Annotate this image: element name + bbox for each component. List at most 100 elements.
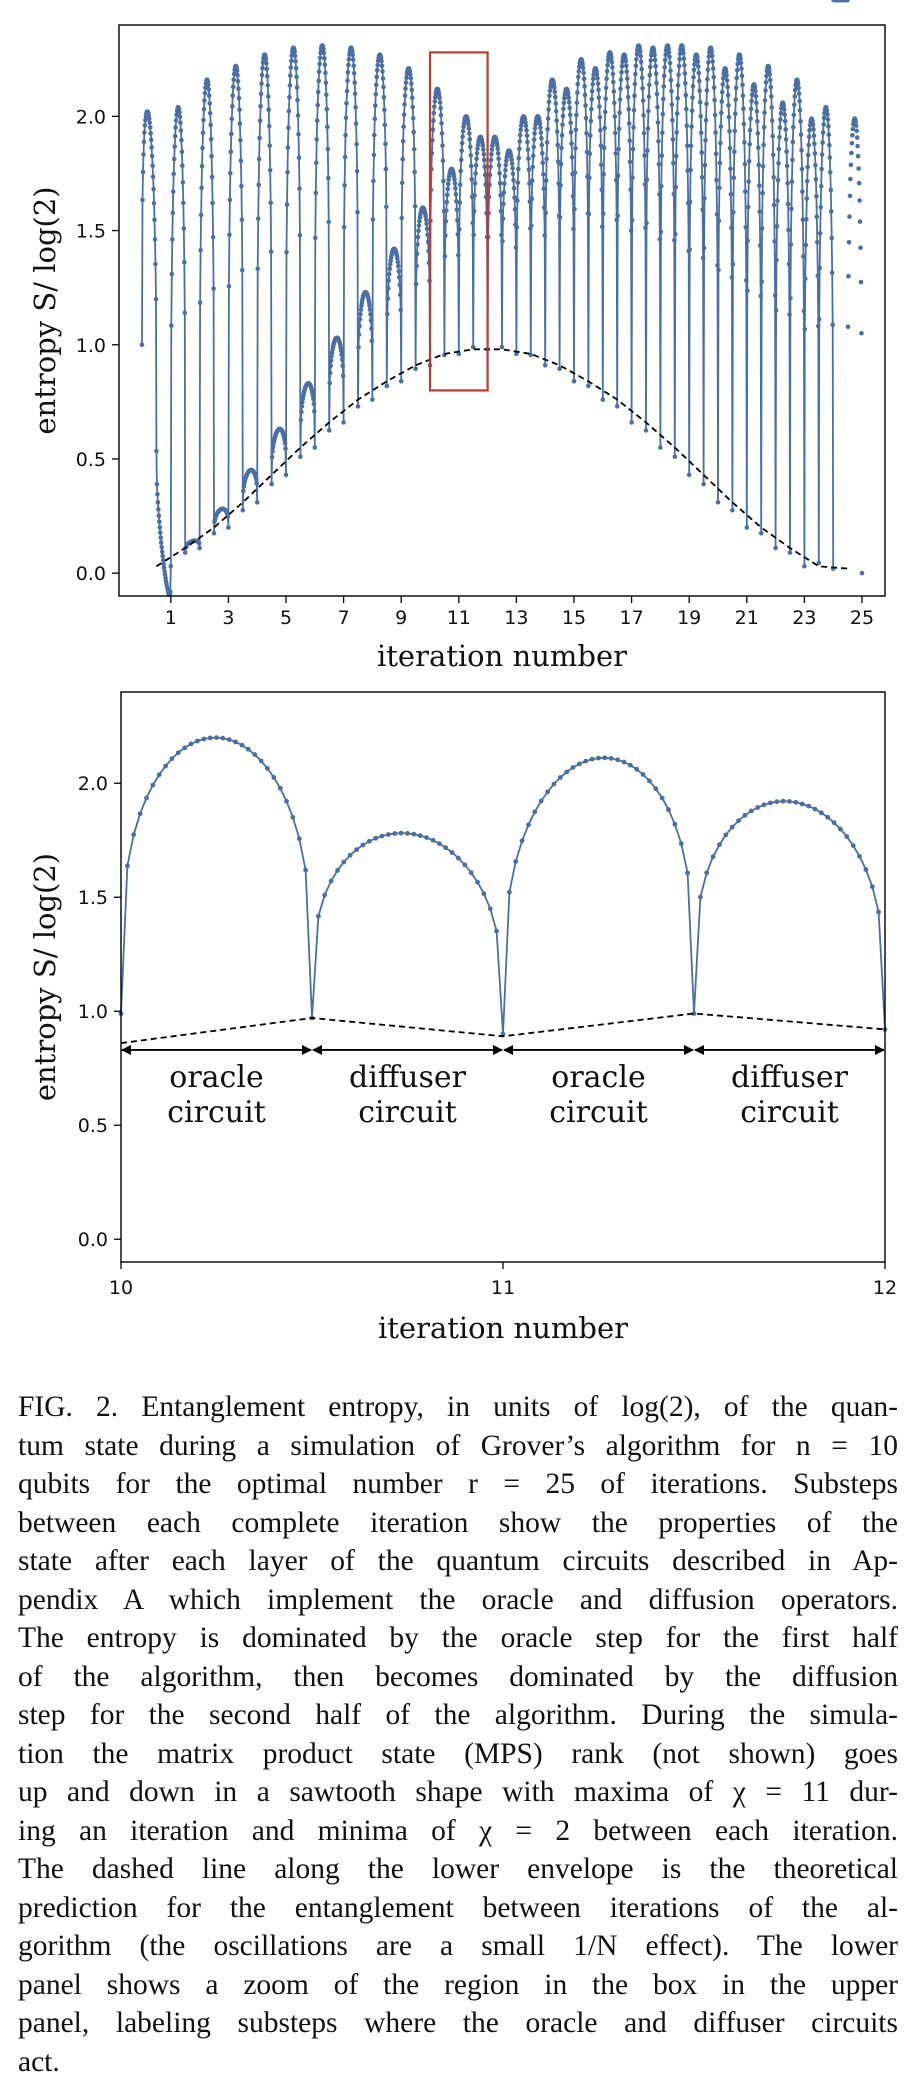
entropy-marker [437,841,442,846]
entropy-marker [412,147,417,152]
entropy-marker [311,397,316,402]
entropy-marker [785,164,790,169]
entropy-marker [724,73,729,78]
entropy-marker [502,181,507,186]
entropy-marker [207,87,212,92]
entropy-marker [776,161,781,166]
entropy-marker [370,339,375,344]
entropy-marker [518,133,523,138]
annotation-line1: diffuser [349,1060,467,1095]
entropy-marker [341,420,346,425]
entropy-marker [358,317,363,322]
entropy-marker [655,92,660,97]
entropy-marker [518,128,523,133]
entropy-marker [467,131,472,136]
entropy-marker [229,149,234,154]
entropy-marker [602,126,607,131]
entropy-marker [572,379,577,384]
entropy-marker [240,218,245,223]
entropy-marker [569,130,574,135]
entropy-marker [539,799,544,804]
entropy-marker [590,757,595,762]
annotation-line2: circuit [358,1095,457,1130]
entropy-marker [351,57,356,62]
entropy-marker [361,843,366,848]
entropy-marker [661,84,666,89]
entropy-marker [588,133,593,138]
entropy-marker [760,191,765,196]
entropy-marker [141,170,146,175]
x-tick-label: 11 [447,607,471,629]
entropy-marker [240,268,245,273]
entropy-marker [741,93,746,98]
caption-line: state after each layer of the quantum ci… [18,1542,898,1581]
entropy-marker [229,132,234,137]
entropy-marker [717,219,722,224]
caption-line: ing an iteration and minima of χ = 2 bet… [18,1812,898,1851]
entropy-marker [571,765,576,770]
entropy-marker [501,217,506,222]
entropy-marker [200,146,205,151]
entropy-marker [353,105,358,110]
entropy-marker [125,863,130,868]
entropy-marker [202,107,207,112]
entropy-marker [446,187,451,192]
entropy-marker [658,237,663,242]
entropy-marker [671,161,676,166]
entropy-marker [286,145,291,150]
entropy-marker [513,859,518,864]
entropy-marker [647,779,652,784]
entropy-marker [789,242,794,247]
entropy-marker [791,125,796,130]
entropy-marker [771,175,776,180]
entropy-marker [327,381,332,386]
entropy-marker [653,64,658,69]
entropy-marker [558,183,563,188]
entropy-marker [458,169,463,174]
entropy-marker [345,89,350,94]
entropy-marker [265,67,270,72]
entropy-marker [762,125,767,130]
entropy-marker [183,311,188,316]
entropy-marker [150,154,155,159]
theory-dashed-line [156,349,847,568]
entropy-marker [713,113,718,118]
entropy-marker [300,404,305,409]
entropy-marker [221,736,226,741]
entropy-marker [805,196,810,201]
entropy-marker [147,116,152,121]
entropy-marker [676,83,681,88]
entropy-marker [628,763,633,768]
entropy-marker [459,149,464,154]
entropy-marker [860,571,865,576]
entropy-marker [641,98,646,103]
entropy-marker [618,86,623,91]
entropy-marker [782,107,787,112]
entropy-marker [777,135,782,140]
entropy-marker [454,192,459,197]
entropy-marker [700,175,705,180]
entropy-marker [501,202,506,207]
entropy-marker [743,813,748,818]
entropy-marker [323,63,328,68]
y-axis-label: entropy S/ log(2) [28,853,62,1101]
entropy-marker [628,160,633,165]
entropy-marker [569,141,574,146]
entropy-marker [370,397,375,402]
entropy-marker [673,454,678,459]
entropy-marker [298,233,303,238]
entropy-marker [786,228,791,233]
entropy-marker [560,133,565,138]
entropy-marker [851,843,856,848]
entropy-marker [293,59,298,64]
entropy-marker [787,312,792,317]
entropy-marker [239,184,244,189]
entropy-marker [315,118,320,123]
entropy-marker [554,109,559,114]
entropy-marker [736,818,741,823]
entropy-marker [756,145,761,150]
entropy-marker [813,163,818,168]
entropy-marker [704,870,709,875]
entropy-marker [312,402,317,407]
entropy-marker [697,88,702,93]
